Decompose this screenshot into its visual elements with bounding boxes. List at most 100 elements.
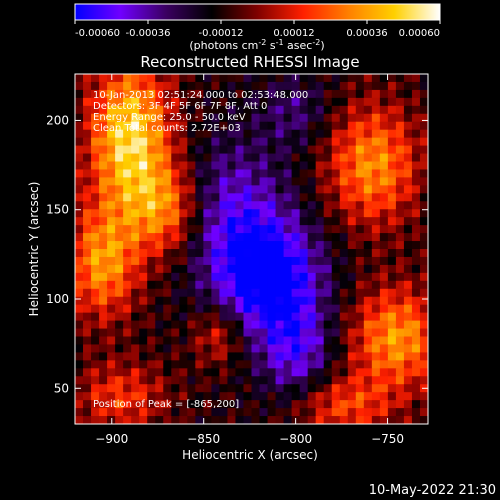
- heatmap-cell: [107, 264, 116, 274]
- heatmap-cell: [347, 328, 357, 337]
- heatmap-cell: [347, 209, 357, 218]
- heatmap-cell: [235, 161, 244, 170]
- heatmap-cell: [267, 81, 276, 91]
- heatmap-cell: [419, 209, 429, 218]
- heatmap-cell: [99, 121, 108, 131]
- heatmap-cell: [419, 392, 429, 401]
- heatmap-cell: [171, 328, 180, 337]
- heatmap-cell: [363, 384, 373, 393]
- heatmap-cell: [139, 241, 148, 250]
- heatmap-cell: [299, 137, 309, 146]
- heatmap-cell: [355, 376, 365, 385]
- heatmap-cell: [355, 169, 365, 178]
- heatmap-cell: [235, 376, 244, 385]
- heatmap-cell: [355, 233, 365, 242]
- heatmap-cell: [91, 400, 100, 409]
- heatmap-cell: [227, 312, 236, 321]
- heatmap-cell: [339, 209, 349, 218]
- heatmap-cell: [115, 400, 124, 409]
- heatmap-cell: [403, 280, 413, 290]
- heatmap-cell: [331, 256, 341, 266]
- heatmap-cell: [355, 336, 365, 345]
- heatmap-cell: [419, 153, 429, 162]
- heatmap-cell: [123, 129, 132, 139]
- heatmap-cell: [323, 304, 333, 314]
- heatmap-cell: [203, 256, 212, 266]
- heatmap-cell: [395, 129, 405, 139]
- heatmap-cell: [195, 241, 204, 250]
- heatmap-cell: [187, 209, 196, 218]
- heatmap-cell: [115, 336, 124, 345]
- heatmap-cell: [275, 121, 284, 131]
- heatmap-cell: [115, 304, 124, 314]
- heatmap-cell: [75, 81, 84, 91]
- heatmap-cell: [83, 352, 92, 361]
- heatmap-cell: [235, 264, 244, 274]
- heatmap-cell: [267, 272, 276, 282]
- heatmap-cell: [203, 233, 212, 242]
- heatmap-cell: [371, 360, 381, 369]
- heatmap-cell: [299, 113, 309, 123]
- heatmap-cell: [411, 193, 421, 202]
- heatmap-cell: [219, 320, 228, 329]
- heatmap-cell: [291, 121, 301, 131]
- heatmap-cell: [147, 376, 156, 385]
- heatmap-cell: [387, 113, 397, 123]
- heatmap-cell: [395, 272, 405, 282]
- heatmap-cell: [179, 241, 188, 250]
- heatmap-cell: [187, 217, 196, 226]
- heatmap-cell: [147, 264, 156, 274]
- heatmap-cell: [219, 121, 228, 131]
- heatmap-cell: [259, 225, 268, 234]
- heatmap-cell: [163, 272, 172, 282]
- heatmap-cell: [107, 233, 116, 242]
- heatmap-cell: [291, 360, 301, 369]
- heatmap-cell: [107, 360, 116, 369]
- heatmap-cell: [331, 161, 341, 170]
- heatmap-cell: [91, 241, 100, 250]
- heatmap-cell: [147, 137, 156, 146]
- heatmap-cell: [395, 233, 405, 242]
- heatmap-cell: [139, 344, 148, 353]
- heatmap-cell: [99, 193, 108, 202]
- heatmap-cell: [339, 352, 349, 361]
- heatmap-cell: [395, 89, 405, 99]
- heatmap-cell: [131, 392, 140, 401]
- heatmap-cell: [155, 241, 164, 250]
- heatmap-cell: [259, 312, 268, 321]
- heatmap-cell: [195, 272, 204, 282]
- heatmap-cell: [131, 169, 140, 178]
- heatmap-cell: [331, 89, 341, 99]
- heatmap-cell: [387, 280, 397, 290]
- heatmap-cell: [363, 137, 373, 146]
- heatmap-cell: [267, 241, 276, 250]
- heatmap-cell: [75, 392, 84, 401]
- heatmap-cell: [147, 256, 156, 266]
- heatmap-cell: [179, 408, 188, 417]
- heatmap-cell: [203, 169, 212, 178]
- heatmap-cell: [291, 105, 301, 115]
- heatmap-cell: [395, 416, 405, 425]
- heatmap-cell: [339, 400, 349, 409]
- heatmap-cell: [187, 360, 196, 369]
- heatmap-cell: [363, 296, 373, 306]
- heatmap-cell: [139, 400, 148, 409]
- heatmap-cell: [155, 328, 164, 337]
- heatmap-cell: [331, 193, 341, 202]
- heatmap-cell: [355, 280, 365, 290]
- heatmap-cell: [355, 416, 365, 425]
- heatmap-cell: [139, 296, 148, 306]
- heatmap-cell: [171, 121, 180, 131]
- heatmap-cell: [91, 416, 100, 425]
- heatmap-cell: [75, 280, 84, 290]
- heatmap-cell: [195, 105, 204, 115]
- heatmap-cell: [75, 209, 84, 218]
- heatmap-cell: [147, 400, 156, 409]
- heatmap-cell: [211, 113, 220, 123]
- heatmap-cell: [267, 328, 276, 337]
- heatmap-cell: [403, 400, 413, 409]
- heatmap-cell: [251, 368, 260, 377]
- heatmap-cell: [323, 256, 333, 266]
- heatmap-cell: [259, 113, 268, 123]
- heatmap-cell: [203, 368, 212, 377]
